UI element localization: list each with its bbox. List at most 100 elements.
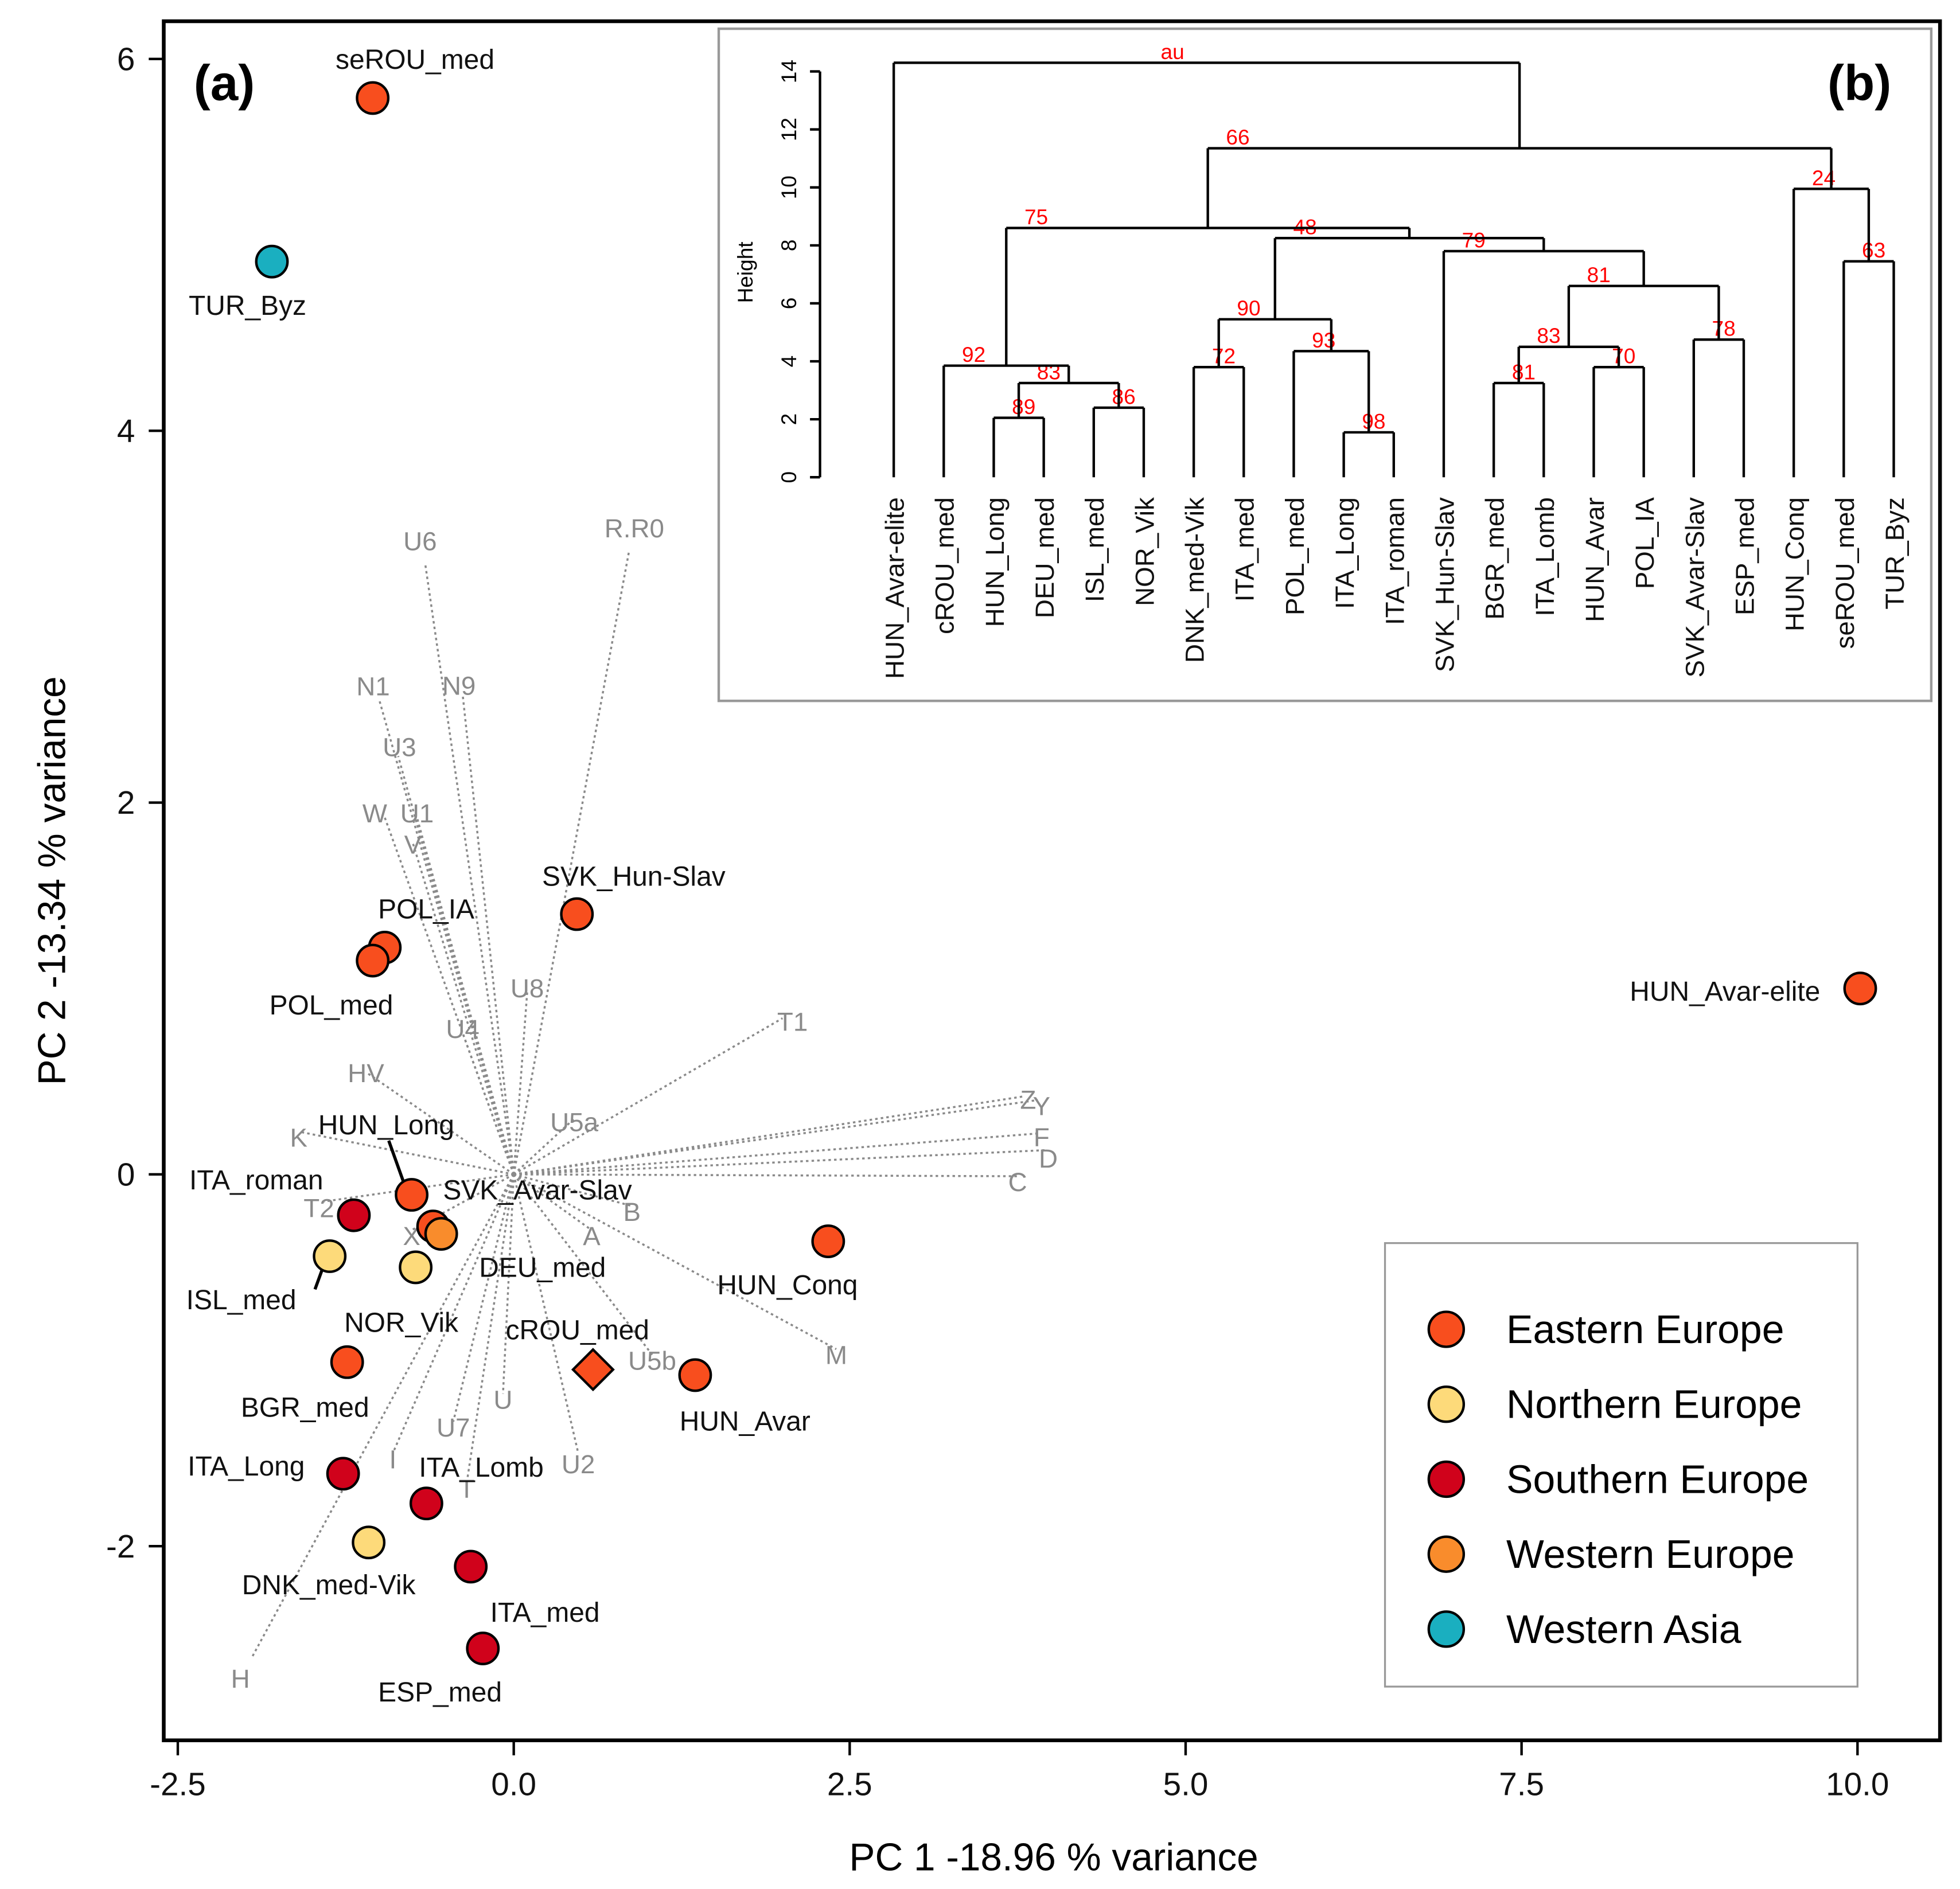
point-label-ITA_roman: ITA_roman xyxy=(189,1165,324,1196)
loading-vector-T1 xyxy=(513,1017,784,1176)
loading-vector-U7 xyxy=(452,1174,515,1422)
legend-label: Northern Europe xyxy=(1506,1382,1802,1427)
legend-label: Western Asia xyxy=(1506,1607,1741,1652)
legend-box xyxy=(1384,1242,1858,1688)
loading-label-U7: U7 xyxy=(437,1413,470,1442)
loading-label-U5a: U5a xyxy=(550,1107,598,1137)
leaf-label-HUN_Long: HUN_Long xyxy=(980,497,1010,627)
au-value: 83 xyxy=(1037,360,1061,384)
point-ITA_med xyxy=(454,1550,488,1584)
x-tick-label: 7.5 xyxy=(1499,1767,1544,1803)
point-label-cROU_med: cROU_med xyxy=(506,1315,649,1345)
au-value: 86 xyxy=(1112,384,1136,408)
loading-label-D: D xyxy=(1039,1144,1058,1173)
au-value: au xyxy=(1160,40,1184,64)
x-tick-label: 2.5 xyxy=(827,1767,872,1803)
loading-label-HV: HV xyxy=(348,1059,384,1088)
loading-label-N9: N9 xyxy=(442,672,476,701)
loading-label-K: K xyxy=(290,1123,308,1152)
loading-label-F: F xyxy=(1034,1122,1050,1152)
point-label-ITA_Long: ITA_Long xyxy=(188,1451,305,1482)
point-label-HUN_Long: HUN_Long xyxy=(318,1110,454,1141)
point-ISL_med xyxy=(313,1239,347,1273)
dendrogram-y-tick-label: 10 xyxy=(777,175,801,199)
point-label-DNK_med-Vik: DNK_med-Vik xyxy=(242,1570,416,1601)
loading-label-Y: Y xyxy=(1033,1091,1051,1121)
panel-label-b: (b) xyxy=(1827,55,1891,111)
dendrogram-y-title: Height xyxy=(733,241,757,303)
loading-vector-U xyxy=(502,1174,515,1394)
loading-vector-T xyxy=(465,1174,515,1484)
leaf-label-DEU_med: DEU_med xyxy=(1030,497,1059,618)
data-points: seROU_med TUR_Byz HUN_Avar-elite SVK_Hun-Sl… xyxy=(186,45,1877,1708)
loading-vector-U5a xyxy=(513,1118,575,1176)
y-tick-label: -2 xyxy=(106,1529,135,1565)
point-label-ITA_Lomb: ITA_Lomb xyxy=(419,1453,544,1483)
au-value: 98 xyxy=(1362,409,1385,433)
loading-vector-T2 xyxy=(318,1173,514,1204)
loading-label-U: U xyxy=(493,1385,512,1415)
au-value: 81 xyxy=(1512,360,1536,384)
y-axis-title: PC 2 -13.34 % variance xyxy=(30,676,73,1085)
legend-marker xyxy=(1427,1460,1466,1498)
legend-marker xyxy=(1427,1535,1466,1573)
loading-label-H: H xyxy=(231,1664,250,1693)
loading-label-T1: T1 xyxy=(777,1007,808,1036)
point-DEU_med xyxy=(424,1217,458,1251)
x-tick-label: 5.0 xyxy=(1163,1767,1209,1803)
dendrogram-y-tick-label: 14 xyxy=(777,60,801,83)
au-value: 66 xyxy=(1226,125,1249,149)
loading-vector-Y xyxy=(513,1099,1038,1176)
loading-label-T2: T2 xyxy=(303,1194,334,1223)
loading-label-M: M xyxy=(825,1341,847,1370)
point-DNK_med-Vik xyxy=(352,1525,386,1560)
dendrogram-y-tick-label: 12 xyxy=(777,118,801,141)
loading-label-U5b: U5b xyxy=(628,1346,676,1375)
loading-vector-U2 xyxy=(512,1174,579,1454)
loading-vector-R.R0 xyxy=(512,549,630,1175)
au-value: 89 xyxy=(1012,395,1035,419)
leaf-label-SVK_Avar-Slav: SVK_Avar-Slav xyxy=(1680,497,1709,678)
loading-vector-U6 xyxy=(424,563,515,1175)
x-tick-label: -2.5 xyxy=(150,1767,206,1803)
loading-vector-HV xyxy=(365,1071,515,1176)
au-value: 79 xyxy=(1462,228,1486,252)
au-value: 63 xyxy=(1862,238,1885,262)
dendrogram-y-tick-label: 8 xyxy=(777,240,801,252)
loading-label-I: I xyxy=(389,1445,396,1474)
legend-label: Eastern Europe xyxy=(1506,1307,1784,1352)
legend: Eastern Europe Northern Europe Southern Eu… xyxy=(1384,1242,1858,1688)
leaf-label-seROU_med: seROU_med xyxy=(1830,497,1860,649)
point-label-ISL_med: ISL_med xyxy=(186,1285,297,1316)
point-label-NOR_Vik: NOR_Vik xyxy=(344,1308,459,1338)
point-HUN_Long xyxy=(395,1178,429,1212)
point-label-SVK_Hun-Slav: SVK_Hun-Slav xyxy=(542,862,726,892)
loading-label-T: T xyxy=(459,1474,475,1504)
y-tick-label: 4 xyxy=(117,413,135,450)
point-ITA_Lomb xyxy=(409,1486,443,1521)
leaf-label-cROU_med: cROU_med xyxy=(930,497,960,634)
point-label-DEU_med: DEU_med xyxy=(479,1253,606,1283)
point-NOR_Vik xyxy=(399,1250,433,1285)
y-tick-label: 6 xyxy=(117,41,135,77)
legend-label: Western Europe xyxy=(1506,1532,1795,1576)
point-HUN_Conq xyxy=(811,1224,845,1258)
loading-vector-A xyxy=(513,1173,593,1231)
y-tick-label: 2 xyxy=(117,785,135,821)
legend-marker xyxy=(1427,1385,1466,1423)
leaf-label-TUR_Byz: TUR_Byz xyxy=(1880,497,1910,610)
au-value: 92 xyxy=(962,342,985,366)
loading-label-U4: U4 xyxy=(446,1014,479,1044)
point-POL_med xyxy=(356,943,390,978)
point-ESP_med xyxy=(466,1632,500,1665)
point-label-seROU_med: seROU_med xyxy=(336,45,494,75)
loading-label-C: C xyxy=(1008,1168,1027,1197)
loading-vector-U5b xyxy=(513,1173,653,1356)
leaf-label-DNK_med-Vik: DNK_med-Vik xyxy=(1180,497,1210,663)
point-HUN_Avar xyxy=(678,1358,712,1392)
point-label-POL_med: POL_med xyxy=(270,990,393,1021)
dendrogram-y-tick-label: 6 xyxy=(777,298,801,310)
dendrogram-y-tick-label: 4 xyxy=(777,356,801,368)
leaf-label-ITA_Long: ITA_Long xyxy=(1330,497,1359,609)
